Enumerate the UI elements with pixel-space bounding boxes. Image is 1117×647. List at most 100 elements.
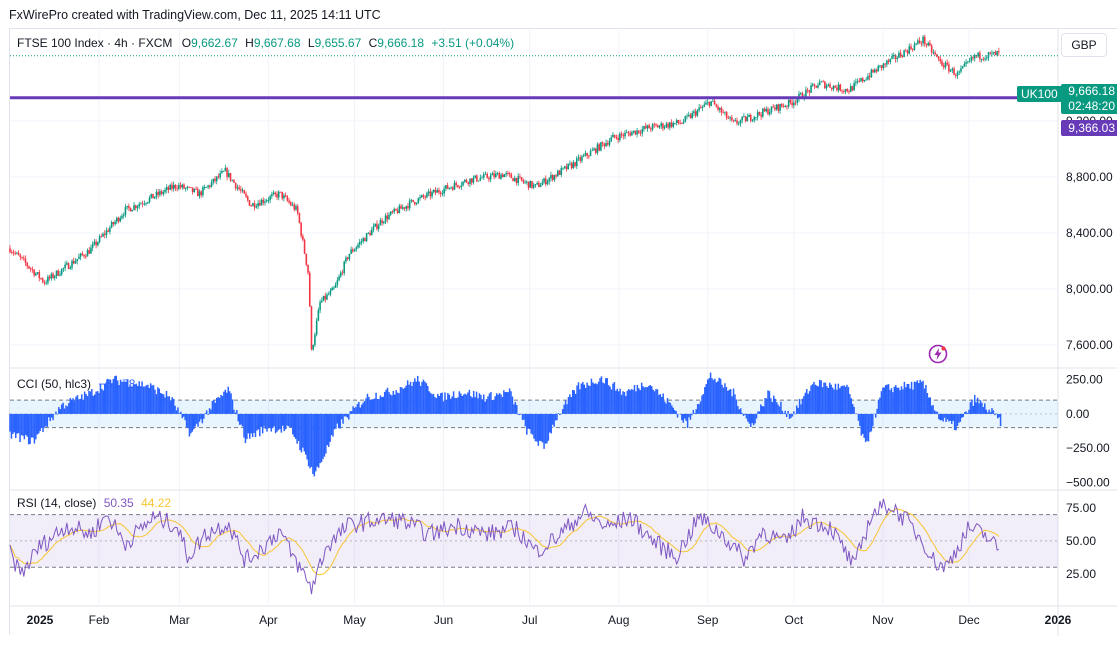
candle-body	[395, 208, 397, 211]
candle-body	[836, 87, 838, 91]
candle-body	[786, 105, 788, 107]
candle-body	[882, 63, 885, 68]
candle-body	[985, 57, 988, 59]
candle-body	[681, 123, 683, 124]
candle-body	[346, 257, 349, 260]
cci-value: −59.78	[98, 377, 136, 391]
candle-body	[782, 106, 785, 108]
candle-body	[19, 255, 22, 258]
candle-body	[240, 189, 242, 191]
candle-body	[22, 257, 25, 259]
tradingview-logo-icon[interactable]	[928, 344, 948, 364]
candle-body	[362, 238, 364, 242]
rsi-label[interactable]: RSI (14, close)	[17, 496, 97, 510]
candle-body	[374, 223, 377, 227]
low-label: L	[307, 36, 315, 50]
candle-body	[414, 201, 416, 205]
candle-body	[126, 205, 128, 208]
candle-body	[863, 80, 866, 82]
candle-body	[393, 208, 395, 213]
candle-body	[293, 204, 296, 210]
candle-body	[191, 187, 194, 193]
candle-body	[772, 106, 774, 108]
candle-body	[131, 209, 134, 212]
candle-body	[756, 112, 759, 118]
candle-body	[775, 104, 778, 110]
candle-body	[429, 191, 432, 197]
candle-body	[17, 252, 20, 256]
candle-body	[982, 58, 985, 60]
candle-body	[575, 158, 578, 167]
cci-label[interactable]: CCI (50, hlc3)	[17, 377, 92, 391]
candle-body	[424, 196, 426, 198]
candle-body	[787, 99, 790, 107]
candle-body	[79, 253, 82, 257]
candle-body	[891, 56, 893, 59]
candle-body	[462, 181, 464, 186]
candle-body	[215, 176, 218, 182]
candle-body	[569, 163, 571, 165]
candle-body	[271, 194, 273, 197]
candle-body	[365, 233, 368, 242]
time-tick-label: Aug	[608, 613, 629, 627]
rsi-tick-label: 25.00	[1066, 567, 1096, 581]
candle-body	[789, 99, 792, 103]
candle-body	[558, 170, 561, 175]
low-value: 9,655.67	[314, 36, 362, 50]
candle-body	[495, 173, 497, 177]
candle-body	[937, 56, 940, 59]
candle-body	[212, 178, 215, 183]
candle-body	[372, 226, 375, 230]
candle-body	[352, 249, 354, 252]
candle-body	[451, 187, 454, 190]
candle-body	[732, 119, 735, 121]
candle-body	[262, 199, 265, 203]
candle-body	[591, 150, 594, 152]
rsi-line	[9, 498, 999, 595]
candle-body	[448, 187, 451, 189]
candle-body	[815, 85, 818, 88]
candle-body	[24, 258, 27, 263]
currency-button[interactable]: GBP	[1061, 33, 1107, 57]
candle-body	[855, 81, 857, 83]
candle-body	[744, 116, 747, 122]
candle-body	[246, 196, 249, 201]
candle-body	[252, 203, 254, 207]
candle-body	[970, 57, 973, 61]
cci-tick-label: −250.00	[1066, 441, 1110, 455]
candle-body	[453, 182, 456, 190]
time-tick-label: 2026	[1045, 613, 1072, 627]
candle-body	[715, 104, 718, 107]
candle-body	[706, 101, 709, 103]
candle-body	[291, 204, 294, 206]
candle-body	[103, 233, 106, 235]
candle-body	[956, 72, 959, 76]
candle-body	[338, 276, 340, 281]
candle-body	[264, 201, 266, 203]
candle-body	[546, 181, 549, 185]
candle-body	[693, 111, 695, 113]
candle-body	[915, 43, 917, 45]
change-value: +3.51 (+0.04%)	[431, 36, 515, 50]
cci-tick-label: −500.00	[1066, 476, 1110, 490]
candle-body	[43, 281, 46, 284]
open-value: 9,662.67	[191, 36, 238, 50]
candle-body	[636, 130, 638, 135]
candle-body	[319, 302, 321, 310]
last-price-badge: 9,666.18 02:48:20	[1061, 84, 1117, 114]
candle-body	[458, 186, 461, 188]
candle-body	[572, 162, 575, 169]
candle-body	[159, 191, 161, 195]
candle-body	[646, 125, 649, 129]
candle-body	[67, 263, 70, 269]
candle-body	[617, 137, 619, 141]
candle-body	[906, 50, 909, 54]
candle-body	[348, 253, 351, 260]
candle-body	[152, 193, 154, 199]
candle-body	[751, 120, 754, 122]
candle-body	[780, 104, 783, 107]
symbol-title[interactable]: FTSE 100 Index · 4h · FXCM	[17, 36, 173, 50]
candle-body	[269, 196, 271, 201]
candle-body	[102, 233, 104, 237]
